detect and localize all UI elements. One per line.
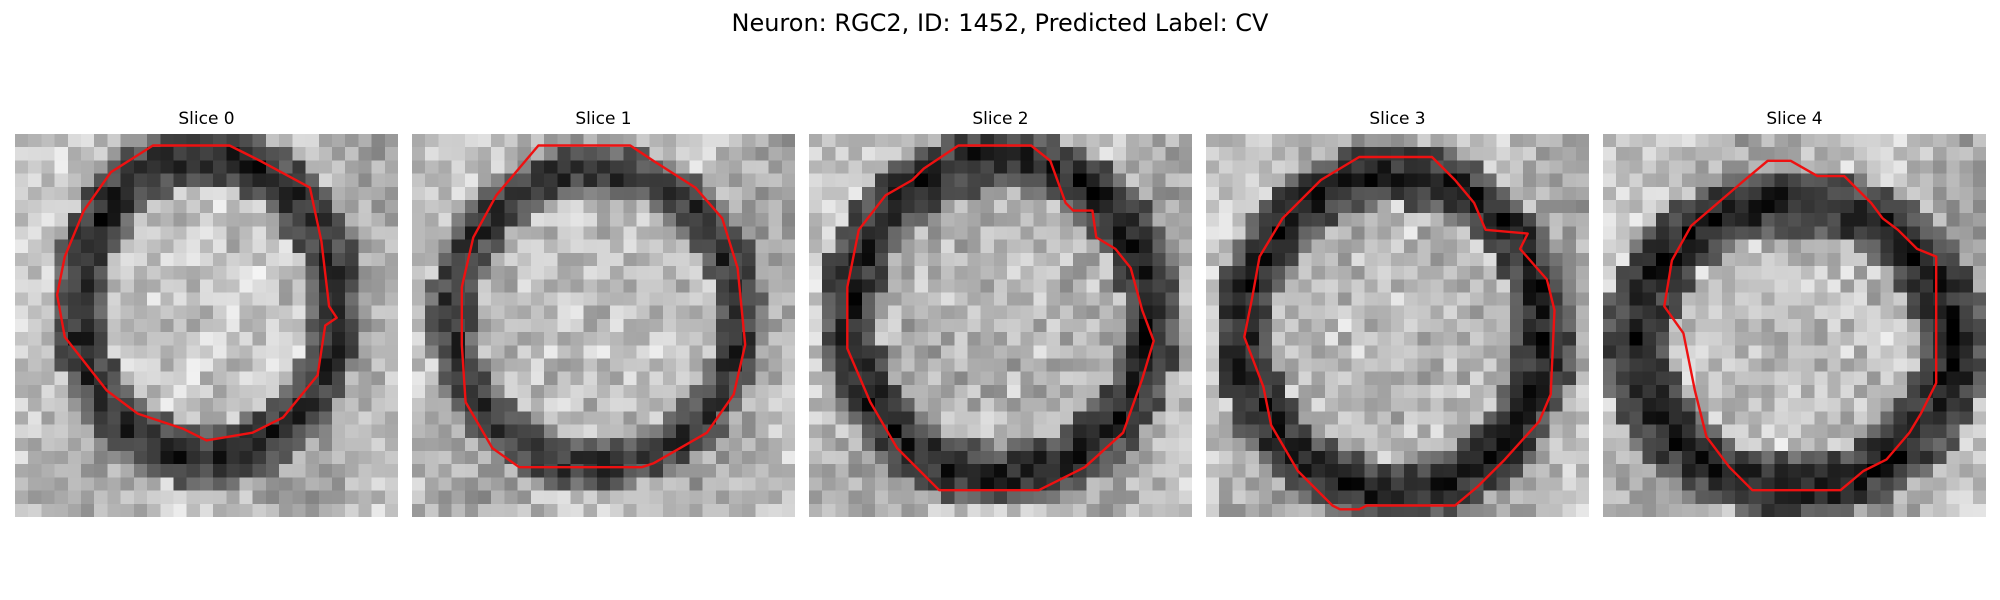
slice-panel-0: Slice 0	[15, 108, 398, 517]
slice-image-1	[412, 134, 795, 517]
slice-panel-3: Slice 3	[1206, 108, 1589, 517]
slice-title: Slice 4	[1766, 109, 1823, 129]
segmentation-contour	[1663, 159, 1938, 492]
segmentation-contour	[55, 144, 338, 442]
pixel-grid	[1603, 134, 1986, 517]
pixel-grid	[1206, 134, 1589, 517]
pixel-grid	[412, 134, 795, 517]
slice-image-3	[1206, 134, 1589, 517]
segmentation-contour	[460, 144, 747, 469]
slice-panel-1: Slice 1	[412, 108, 795, 517]
pixel-grid	[809, 134, 1192, 517]
figure-title: Neuron: RGC2, ID: 1452, Predicted Label:…	[731, 9, 1269, 37]
pixel-grid	[15, 134, 398, 517]
segmentation-contour	[1243, 155, 1556, 511]
slice-image-0	[15, 134, 398, 517]
slice-image-4	[1603, 134, 1986, 517]
slice-panel-2: Slice 2	[809, 108, 1192, 517]
slice-title: Slice 0	[178, 109, 235, 129]
segmentation-contour	[846, 144, 1155, 492]
slice-image-2	[809, 134, 1192, 517]
slice-title: Slice 2	[972, 109, 1029, 129]
slice-panel-4: Slice 4	[1603, 108, 1986, 517]
slice-title: Slice 1	[575, 109, 632, 129]
slice-title: Slice 3	[1369, 109, 1426, 129]
